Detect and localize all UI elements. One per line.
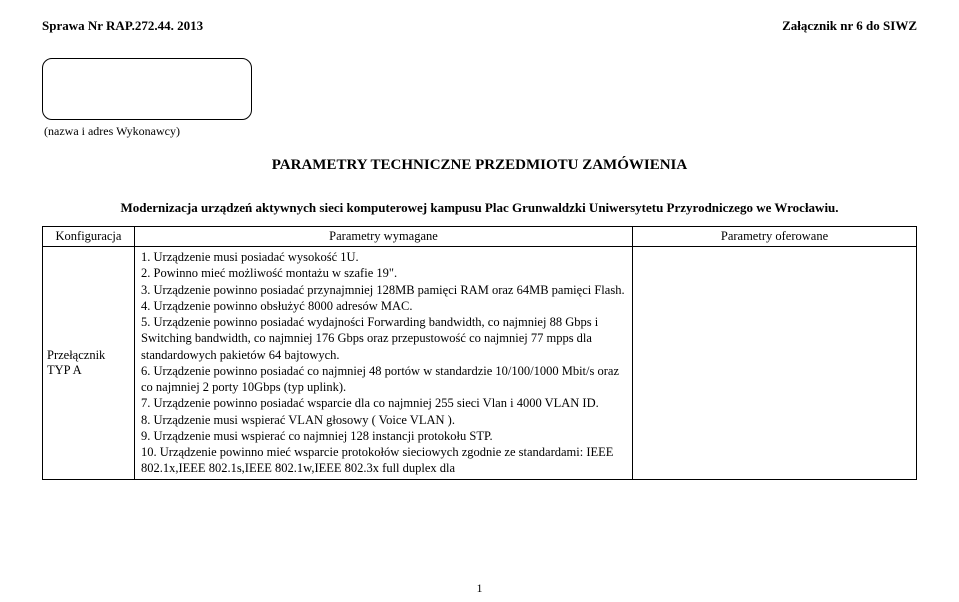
req-line: 1. Urządzenie musi posiadać wysokość 1U. <box>141 249 626 265</box>
req-line: 7. Urządzenie powinno posiadać wsparcie … <box>141 395 626 411</box>
req-line: 8. Urządzenie musi wspierać VLAN głosowy… <box>141 412 626 428</box>
req-line: 10. Urządzenie powinno mieć wsparcie pro… <box>141 444 626 477</box>
main-title: PARAMETRY TECHNICZNE PRZEDMIOTU ZAMÓWIEN… <box>42 157 917 174</box>
req-line: 9. Urządzenie musi wspierać co najmniej … <box>141 428 626 444</box>
req-line: 4. Urządzenie powinno obsłużyć 8000 adre… <box>141 298 626 314</box>
header-col2: Parametry wymagane <box>135 227 633 247</box>
config-line2: TYP A <box>47 363 82 377</box>
table-row: Przełącznik TYP A 1. Urządzenie musi pos… <box>43 247 917 480</box>
req-line: 3. Urządzenie powinno posiadać przynajmn… <box>141 282 626 298</box>
case-number: Sprawa Nr RAP.272.44. 2013 <box>42 18 203 34</box>
offered-cell <box>633 247 917 480</box>
header-col1: Konfiguracja <box>43 227 135 247</box>
contractor-box <box>42 58 252 120</box>
table-header-row: Konfiguracja Parametry wymagane Parametr… <box>43 227 917 247</box>
header-col3: Parametry oferowane <box>633 227 917 247</box>
req-line: 2. Powinno mieć możliwość montażu w szaf… <box>141 265 626 281</box>
contractor-label: (nazwa i adres Wykonawcy) <box>44 124 917 139</box>
subtitle: Modernizacja urządzeń aktywnych sieci ko… <box>42 200 917 216</box>
parameters-table: Konfiguracja Parametry wymagane Parametr… <box>42 226 917 480</box>
attachment-label: Załącznik nr 6 do SIWZ <box>782 18 917 34</box>
header-row: Sprawa Nr RAP.272.44. 2013 Załącznik nr … <box>42 18 917 34</box>
req-line: 5. Urządzenie powinno posiadać wydajnośc… <box>141 314 626 363</box>
req-line: 6. Urządzenie powinno posiadać co najmni… <box>141 363 626 396</box>
config-line1: Przełącznik <box>47 348 105 362</box>
config-cell: Przełącznik TYP A <box>43 247 135 480</box>
page-number: 1 <box>0 581 959 596</box>
requirements-cell: 1. Urządzenie musi posiadać wysokość 1U.… <box>135 247 633 480</box>
